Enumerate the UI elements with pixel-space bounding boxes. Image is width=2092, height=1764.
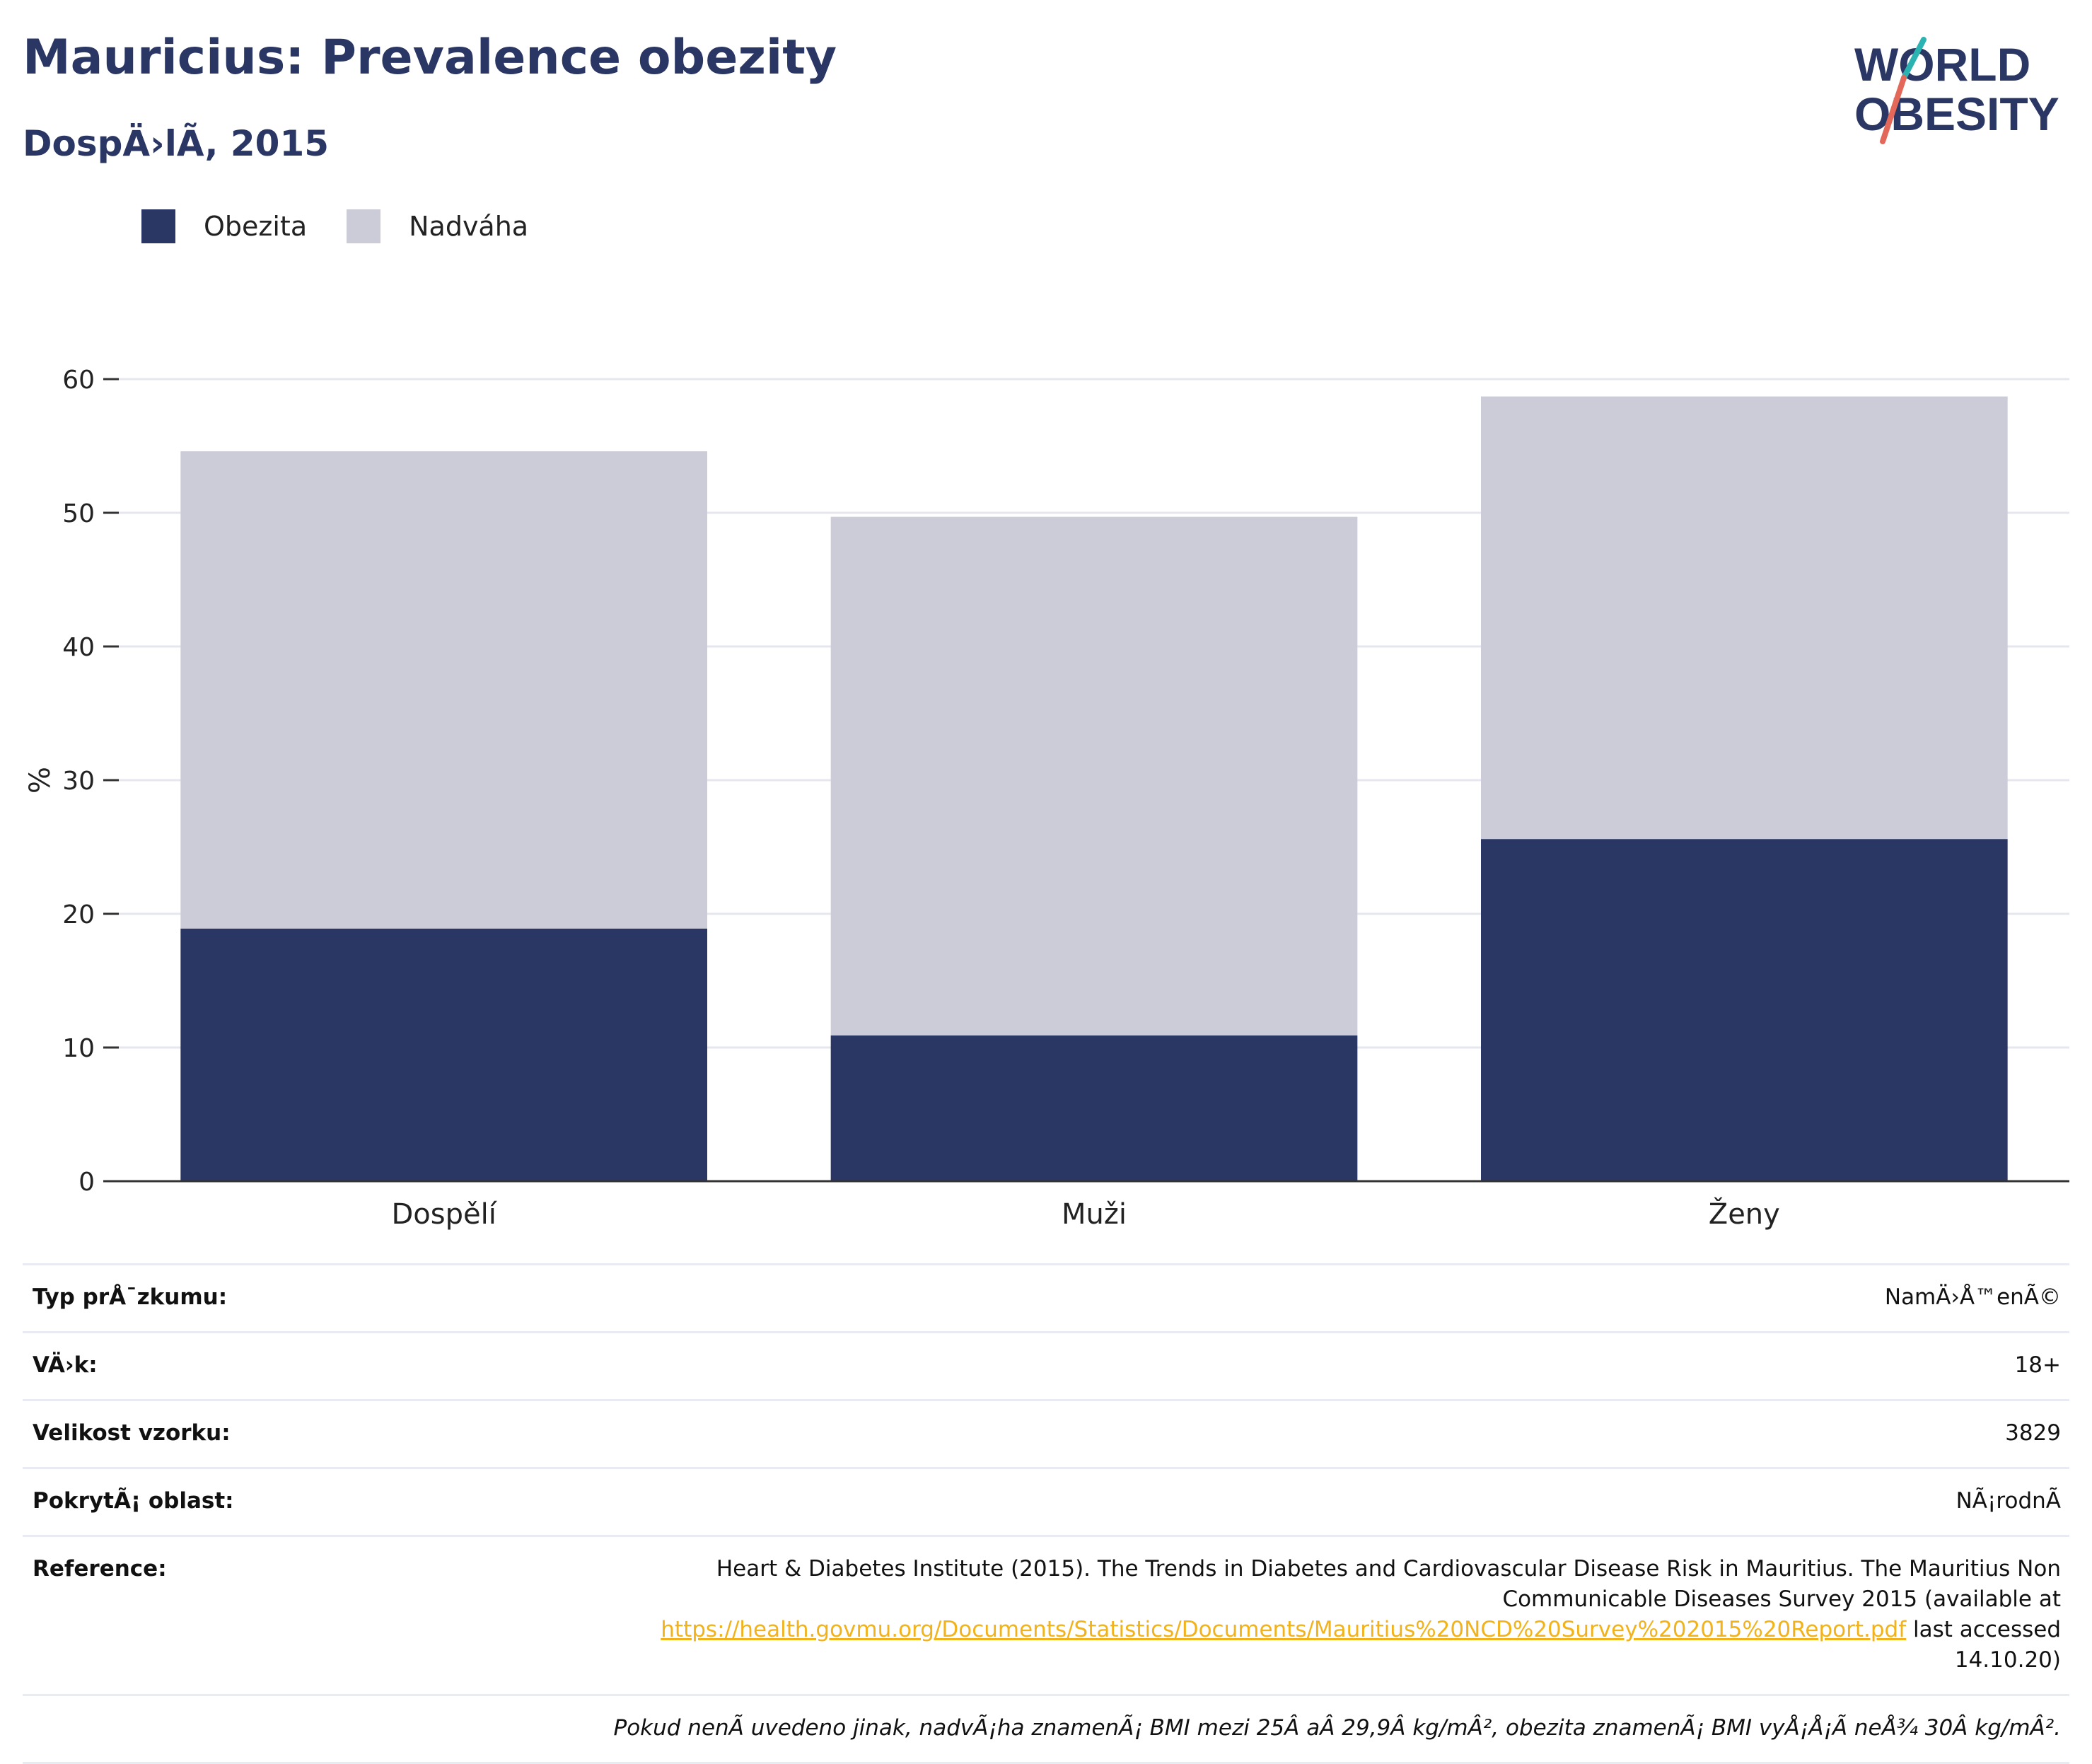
footnote: Pokud nenÃ­ uvedeno jinak, nadvÃ¡ha znam… [23,1694,2069,1764]
legend-swatch-nadvaha [347,209,381,243]
y-tick-label: 50 [62,499,95,528]
info-row-survey-type: Typ prÅ¯zkumu: NamÄ›Å™enÃ© [23,1263,2069,1331]
info-value: NamÄ›Å™enÃ© [1884,1284,2061,1310]
y-tick-label: 0 [79,1168,95,1197]
info-label: PokrytÃ¡ oblast: [33,1488,234,1514]
reference-text: Heart & Diabetes Institute (2015). The T… [716,1556,2061,1612]
legend-label-nadvaha: Nadváha [409,211,529,242]
page-title: Mauricius: Prevalence obezity [23,30,837,86]
reference-text-after: last accessed 14.10.20) [1913,1617,2061,1673]
info-label: VÄ›k: [33,1352,98,1378]
logo-slash-teal [1901,37,1927,81]
bar-nadvaha-1 [830,516,1358,1035]
info-value: 3829 [2005,1420,2061,1446]
info-label: Typ prÅ¯zkumu: [33,1284,228,1310]
y-tick-label: 10 [62,1034,95,1063]
bar-obezita-2 [1481,839,2008,1181]
y-tick-label: 20 [62,900,95,929]
info-value: 18+ [2014,1352,2061,1378]
info-row-age: VÄ›k: 18+ [23,1331,2069,1399]
info-value: NÃ¡rodnÃ­ [1956,1488,2061,1514]
reference-value: Heart & Diabetes Institute (2015). The T… [611,1554,2061,1676]
y-tick-label: 60 [62,366,95,395]
y-tick-label: 40 [62,633,95,662]
chart-legend: Obezita Nadváha [141,209,568,243]
logo-slash-red [1880,75,1907,144]
page-subtitle: DospÄ›lÃ­, 2015 [23,123,330,164]
survey-info-table: Typ prÅ¯zkumu: NamÄ›Å™enÃ© VÄ›k: 18+ Vel… [23,1263,2069,1764]
x-tick-label: Muži [1062,1198,1127,1231]
bar-chart: 0 10 20 30 40 50 60% Dospělí Muži Ženy [24,366,2069,1231]
y-axis-label: % [24,767,57,794]
x-tick-label: Ženy [1709,1197,1780,1231]
info-label: Reference: [33,1556,167,1582]
info-row-coverage: PokrytÃ¡ oblast: NÃ¡rodnÃ­ [23,1467,2069,1535]
legend-item-obezita[interactable]: Obezita [141,209,307,243]
legend-item-nadvaha[interactable]: Nadváha [347,209,528,243]
x-tick-label: Dospělí [391,1198,497,1231]
legend-swatch-obezita [141,209,175,243]
info-row-reference: Reference: Heart & Diabetes Institute (2… [23,1535,2069,1694]
bar-nadvaha-2 [1481,396,2008,840]
info-label: Velikost vzorku: [33,1420,231,1446]
legend-label-obezita: Obezita [204,211,308,242]
bar-obezita-1 [830,1035,1358,1181]
bar-obezita-0 [180,928,707,1181]
reference-link[interactable]: https://health.govmu.org/Documents/Stati… [661,1617,1907,1642]
y-tick-label: 30 [62,767,95,796]
footnote-text: Pokud nenÃ­ uvedeno jinak, nadvÃ¡ha znam… [613,1715,2061,1741]
info-row-sample-size: Velikost vzorku: 3829 [23,1399,2069,1467]
logo-line1: WORLD [1854,38,2030,91]
world-obesity-logo: WORLD OBESITY [1854,37,2059,144]
bar-nadvaha-0 [180,451,707,929]
